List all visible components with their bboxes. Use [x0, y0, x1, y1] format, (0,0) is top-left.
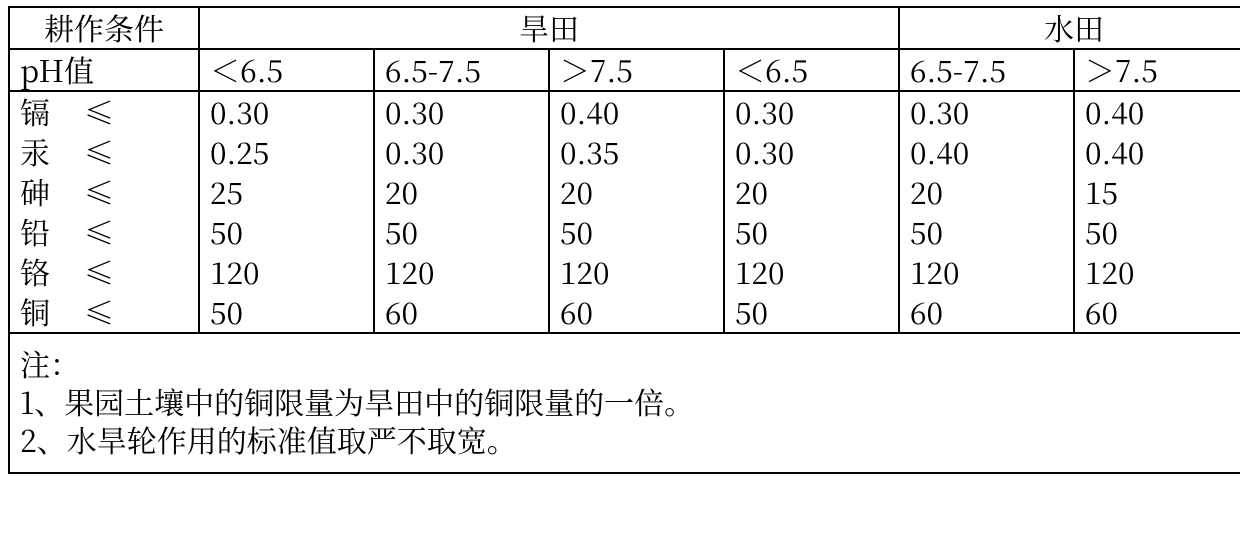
metal-name: 铬 — [20, 256, 84, 286]
cell: 50 — [199, 292, 374, 333]
cell: 0.30 — [199, 91, 374, 132]
cell: 0.40 — [1074, 91, 1240, 132]
cell: 0.30 — [724, 91, 899, 132]
cell: 60 — [374, 292, 549, 333]
le-icon: ≤ — [84, 96, 114, 126]
cell: 20 — [549, 172, 724, 212]
le-icon: ≤ — [84, 256, 114, 286]
row-label: 铅≤ — [9, 212, 199, 252]
cell: 60 — [899, 292, 1074, 333]
row-label: 镉≤ — [9, 91, 199, 132]
ph-col-2: ＞7.5 — [549, 49, 724, 91]
cell: 50 — [1074, 212, 1240, 252]
metal-name: 镉 — [20, 96, 84, 126]
ph-col-1: 6.5-7.5 — [374, 49, 549, 91]
ph-col-3: ＜6.5 — [724, 49, 899, 91]
cell: 0.25 — [199, 132, 374, 172]
row-label: 汞≤ — [9, 132, 199, 172]
cell: 60 — [1074, 292, 1240, 333]
cell: 0.40 — [899, 132, 1074, 172]
cell: 50 — [724, 212, 899, 252]
cell: 120 — [899, 252, 1074, 292]
cell: 0.30 — [724, 132, 899, 172]
cell: 0.40 — [1074, 132, 1240, 172]
notes-row: 注： 1、果园土壤中的铜限量为旱田中的铜限量的一倍。 2、水旱轮作用的标准值取严… — [9, 333, 1240, 473]
cell: 0.30 — [374, 132, 549, 172]
notes-line-2: 2、水旱轮作用的标准值取严不取宽。 — [20, 420, 1238, 458]
le-icon: ≤ — [84, 176, 114, 206]
le-icon: ≤ — [84, 216, 114, 246]
cell: 0.40 — [549, 91, 724, 132]
metal-name: 汞 — [20, 136, 84, 166]
header-group-paddy: 水田 — [899, 7, 1240, 49]
cell: 20 — [374, 172, 549, 212]
row-label: 铬≤ — [9, 252, 199, 292]
row-label: 铜≤ — [9, 292, 199, 333]
cell: 120 — [724, 252, 899, 292]
cell: 120 — [549, 252, 724, 292]
header-row-groups: 耕作条件 旱田 水田 — [9, 7, 1240, 49]
header-group-dry: 旱田 — [199, 7, 899, 49]
notes-title: 注： — [20, 344, 1238, 382]
header-condition: 耕作条件 — [9, 7, 199, 49]
table-row: 镉≤ 0.30 0.30 0.40 0.30 0.30 0.40 — [9, 91, 1240, 132]
cell: 0.30 — [899, 91, 1074, 132]
soil-limits-table: 耕作条件 旱田 水田 pH值 ＜6.5 6.5-7.5 ＞7.5 ＜6.5 6.… — [8, 6, 1240, 474]
metal-name: 铜 — [20, 296, 84, 326]
le-icon: ≤ — [84, 296, 114, 326]
ph-col-4: 6.5-7.5 — [899, 49, 1074, 91]
ph-label: pH值 — [9, 49, 199, 91]
cell: 0.30 — [374, 91, 549, 132]
cell: 0.35 — [549, 132, 724, 172]
metal-name: 铅 — [20, 216, 84, 246]
table-row: 汞≤ 0.25 0.30 0.35 0.30 0.40 0.40 — [9, 132, 1240, 172]
cell: 60 — [549, 292, 724, 333]
cell: 50 — [549, 212, 724, 252]
cell: 120 — [1074, 252, 1240, 292]
header-row-ph: pH值 ＜6.5 6.5-7.5 ＞7.5 ＜6.5 6.5-7.5 ＞7.5 — [9, 49, 1240, 91]
le-icon: ≤ — [84, 136, 114, 166]
cell: 20 — [724, 172, 899, 212]
cell: 50 — [724, 292, 899, 333]
row-label: 砷≤ — [9, 172, 199, 212]
table-row: 铜≤ 50 60 60 50 60 60 — [9, 292, 1240, 333]
metal-name: 砷 — [20, 176, 84, 206]
cell: 120 — [199, 252, 374, 292]
table-row: 铅≤ 50 50 50 50 50 50 — [9, 212, 1240, 252]
cell: 15 — [1074, 172, 1240, 212]
cell: 25 — [199, 172, 374, 212]
cell: 50 — [899, 212, 1074, 252]
table-row: 砷≤ 25 20 20 20 20 15 — [9, 172, 1240, 212]
cell: 50 — [374, 212, 549, 252]
cell: 120 — [374, 252, 549, 292]
notes-line-1: 1、果园土壤中的铜限量为旱田中的铜限量的一倍。 — [20, 382, 1238, 420]
notes-cell: 注： 1、果园土壤中的铜限量为旱田中的铜限量的一倍。 2、水旱轮作用的标准值取严… — [9, 333, 1240, 473]
cell: 50 — [199, 212, 374, 252]
ph-col-5: ＞7.5 — [1074, 49, 1240, 91]
ph-col-0: ＜6.5 — [199, 49, 374, 91]
table-row: 铬≤ 120 120 120 120 120 120 — [9, 252, 1240, 292]
cell: 20 — [899, 172, 1074, 212]
